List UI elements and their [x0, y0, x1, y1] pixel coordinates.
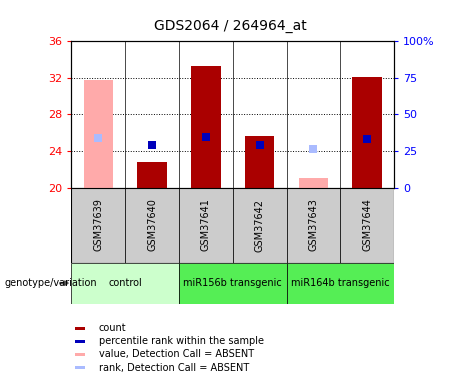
Text: count: count: [99, 323, 126, 333]
Bar: [179, 188, 233, 262]
Bar: [71, 188, 125, 262]
Text: GSM37640: GSM37640: [147, 199, 157, 251]
Bar: [179, 262, 287, 304]
Text: GSM37644: GSM37644: [362, 199, 372, 251]
Text: GSM37643: GSM37643: [308, 199, 319, 251]
Point: [256, 141, 263, 147]
Bar: [299, 178, 328, 188]
Text: value, Detection Call = ABSENT: value, Detection Call = ABSENT: [99, 350, 254, 360]
Bar: [287, 188, 340, 262]
Bar: [245, 136, 274, 188]
Text: GSM37639: GSM37639: [93, 199, 103, 251]
FancyArrow shape: [60, 281, 68, 285]
Bar: [340, 188, 394, 262]
Point: [364, 136, 371, 142]
Text: GSM37641: GSM37641: [201, 199, 211, 251]
Text: miR156b transgenic: miR156b transgenic: [183, 278, 282, 288]
Text: GSM37642: GSM37642: [254, 198, 265, 252]
Point: [95, 135, 102, 141]
Bar: [75, 366, 85, 369]
Bar: [75, 353, 85, 356]
Bar: [75, 340, 85, 343]
Bar: [75, 327, 85, 330]
Text: control: control: [108, 278, 142, 288]
Bar: [71, 262, 179, 304]
Point: [148, 142, 156, 148]
Text: percentile rank within the sample: percentile rank within the sample: [99, 336, 264, 346]
Text: miR164b transgenic: miR164b transgenic: [291, 278, 390, 288]
Bar: [125, 188, 179, 262]
Bar: [233, 188, 287, 262]
Bar: [83, 80, 113, 188]
Text: genotype/variation: genotype/variation: [5, 278, 97, 288]
Bar: [137, 162, 167, 188]
Point: [310, 146, 317, 152]
Point: [202, 134, 210, 140]
Bar: [287, 262, 394, 304]
Text: GDS2064 / 264964_at: GDS2064 / 264964_at: [154, 19, 307, 33]
Text: rank, Detection Call = ABSENT: rank, Detection Call = ABSENT: [99, 363, 249, 373]
Bar: [353, 77, 382, 188]
Bar: [191, 66, 221, 188]
